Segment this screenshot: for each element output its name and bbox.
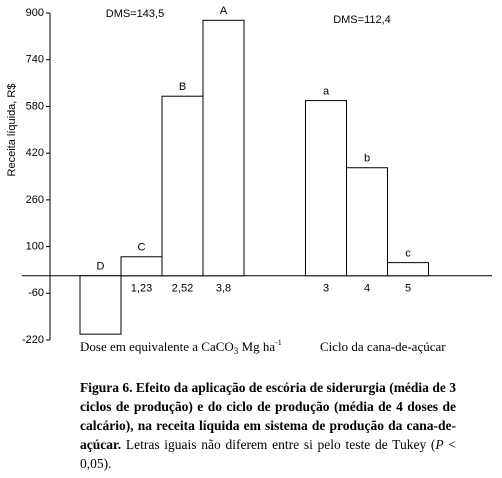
chart: Receita líquida, R$ DMS=143,5 DMS=112,4 …: [6, 5, 492, 356]
group-label: Ciclo da cana-de-açúcar: [320, 339, 446, 354]
caption-text: < 0,05).: [80, 437, 457, 471]
caption-text: Letras iguais não diferem entre si pelo …: [121, 437, 436, 452]
y-axis-label: Receita líquida, R$: [6, 84, 18, 177]
group-label-sup: -1: [275, 338, 282, 347]
group-label-sub: 3: [234, 346, 239, 356]
y-tick-label: 740: [26, 54, 44, 66]
bar: [346, 167, 388, 277]
x-tick-label: 3: [323, 283, 329, 295]
bar: [161, 95, 204, 277]
y-tick-label: -60: [28, 287, 44, 299]
annotation: DMS=143,5: [106, 8, 164, 20]
group-label-text: Dose em equivalente a CaCO: [80, 339, 234, 354]
x-tick-label: 3,8: [216, 283, 231, 295]
caption-italic: P: [435, 437, 444, 452]
letter-label: c: [405, 248, 411, 260]
x-tick-label: 5: [405, 283, 411, 295]
letter-label: B: [179, 81, 186, 93]
y-tick-label: -220: [22, 334, 44, 346]
bar: [79, 275, 122, 335]
group-label: Dose em equivalente a CaCO3 Mg ha-1: [80, 338, 282, 356]
y-tick-label: 580: [26, 100, 44, 112]
bar: [120, 256, 163, 277]
y-tick-label: 420: [26, 147, 44, 159]
x-tick-label: 1,23: [131, 283, 152, 295]
y-tick-label: 100: [26, 240, 44, 252]
letter-label: A: [220, 5, 228, 17]
y-tick-label: 260: [26, 194, 44, 206]
letter-label: a: [323, 85, 330, 97]
letter-label: b: [364, 153, 370, 165]
bar: [387, 262, 429, 277]
x-tick-label: 4: [364, 283, 370, 295]
letter-label: C: [138, 242, 146, 254]
x-tick-label: 2,52: [172, 283, 193, 295]
caption-bold: Figura 6. Efeito da aplicação de escória…: [80, 380, 456, 452]
bar: [202, 19, 245, 277]
bar: [305, 100, 347, 277]
caption: Figura 6. Efeito da aplicação de escória…: [80, 378, 456, 473]
letter-label: D: [97, 261, 105, 273]
y-tick-label: 900: [26, 7, 44, 19]
annotation: DMS=112,4: [333, 14, 391, 26]
group-label-text: Mg ha: [238, 339, 275, 354]
